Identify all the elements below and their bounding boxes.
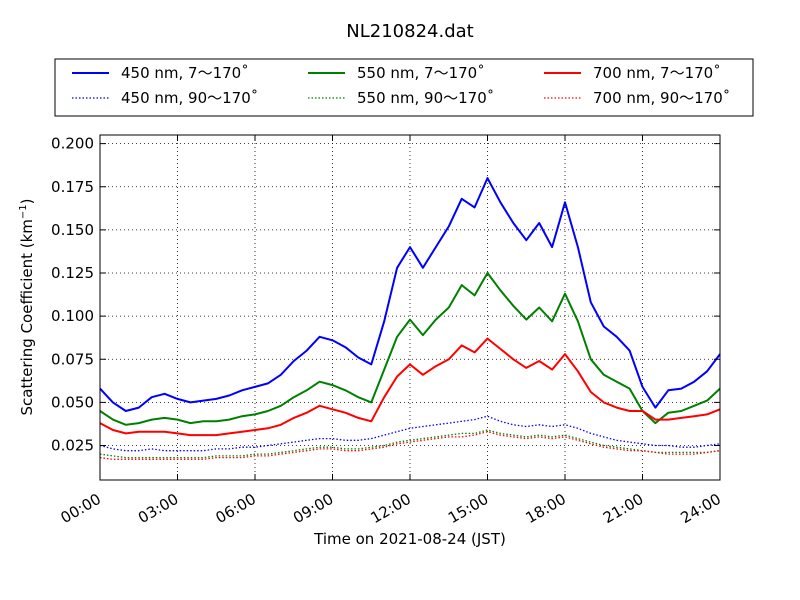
x-tick-label: 21:00 xyxy=(600,490,646,527)
x-tick-label: 09:00 xyxy=(290,490,336,527)
x-tick-label: 18:00 xyxy=(523,490,569,527)
y-tick-label: 0.200 xyxy=(51,135,94,153)
y-tick-label: 0.100 xyxy=(51,307,94,325)
y-tick-label: 0.175 xyxy=(51,178,94,196)
y-tick-label: 0.025 xyxy=(51,437,94,455)
y-tick-label: 0.125 xyxy=(51,264,94,282)
y-tick-label: 0.050 xyxy=(51,393,94,411)
x-tick-label: 00:00 xyxy=(58,490,104,527)
series-line xyxy=(99,415,721,452)
series-line xyxy=(99,429,721,459)
grid xyxy=(100,135,720,480)
chart-title: NL210824.dat xyxy=(346,21,473,42)
y-tick-label: 0.075 xyxy=(51,350,94,368)
y-axis-label-exponent: −1 xyxy=(18,204,29,219)
legend-label: 550 nm, 90～170˚ xyxy=(357,89,494,107)
y-axis-label-main: Scattering Coefficient (km xyxy=(18,219,36,415)
series-line xyxy=(99,272,721,426)
legend-label: 550 nm, 7～170˚ xyxy=(357,64,485,82)
y-tick-label: 0.150 xyxy=(51,221,94,239)
series-layer xyxy=(99,177,721,460)
x-tick-label: 03:00 xyxy=(135,490,181,527)
x-tick-label: 06:00 xyxy=(213,490,259,527)
x-tick-label: 24:00 xyxy=(678,490,724,527)
x-tick-label: 12:00 xyxy=(368,490,414,527)
series-line xyxy=(99,177,721,412)
x-axis-label: Time on 2021-08-24 (JST) xyxy=(313,530,506,548)
legend: 450 nm, 7～170˚ 450 nm, 90～170˚ 550 nm, 7～1… xyxy=(54,58,754,117)
y-axis-label-close: ) xyxy=(18,198,36,204)
series-line xyxy=(99,431,721,460)
series-line xyxy=(99,337,721,437)
x-tick-label: 15:00 xyxy=(445,490,491,527)
y-axis-label: Scattering Coefficient (km−1) xyxy=(18,198,36,415)
legend-frame xyxy=(54,58,754,117)
legend-label: 450 nm, 90～170˚ xyxy=(121,89,258,107)
legend-label: 700 nm, 90～170˚ xyxy=(593,89,730,107)
legend-label: 450 nm, 7～170˚ xyxy=(121,64,249,82)
legend-label: 700 nm, 7～170˚ xyxy=(593,64,721,82)
